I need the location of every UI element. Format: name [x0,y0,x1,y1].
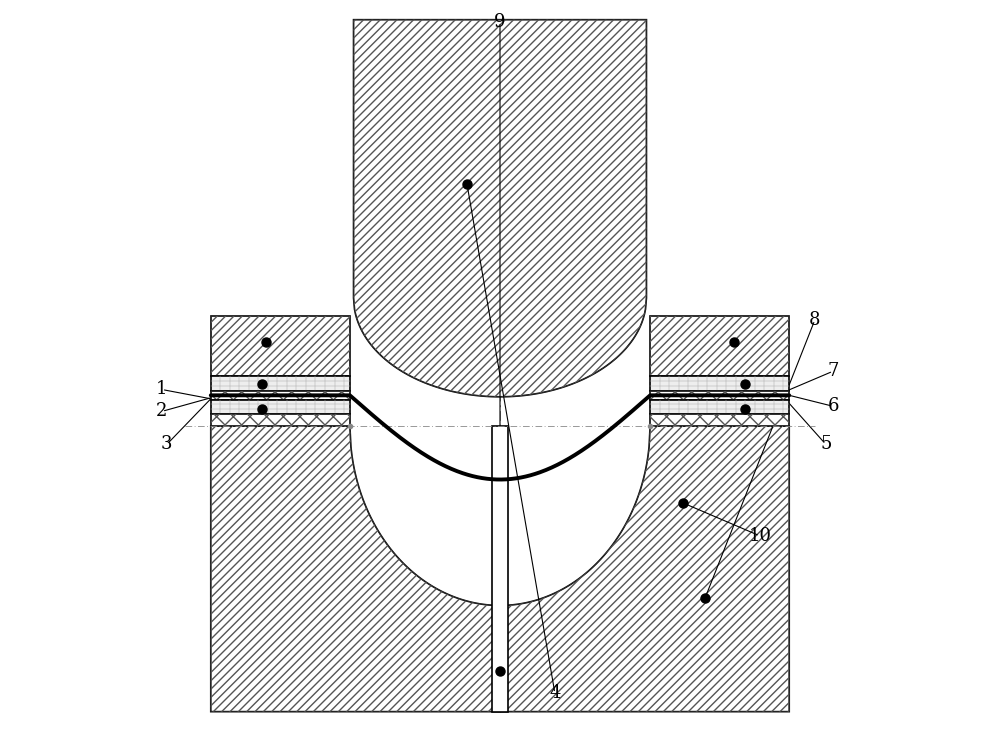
Bar [211,391,350,401]
Bar [211,391,350,401]
Bar [650,415,789,426]
Text: 6: 6 [827,398,839,415]
Text: 10: 10 [748,527,771,545]
Text: 7: 7 [827,362,839,380]
Bar [650,316,789,376]
Text: 1: 1 [156,381,167,398]
Bar [211,415,350,426]
Bar [211,415,350,426]
Bar [650,401,789,415]
Bar [211,376,350,391]
Bar [650,316,789,376]
Text: 3: 3 [161,435,173,453]
Text: 4: 4 [549,684,561,703]
Text: 2: 2 [156,403,167,420]
Bar [211,316,350,376]
Bar [211,316,350,376]
Text: 8: 8 [809,311,821,329]
Polygon shape [354,20,646,397]
Bar [492,426,508,711]
Bar [650,391,789,401]
Polygon shape [211,426,789,711]
Text: 5: 5 [820,435,832,453]
Bar [650,376,789,391]
Bar [650,415,789,426]
Bar [650,391,789,401]
Bar [211,401,350,415]
Text: 9: 9 [494,13,506,31]
